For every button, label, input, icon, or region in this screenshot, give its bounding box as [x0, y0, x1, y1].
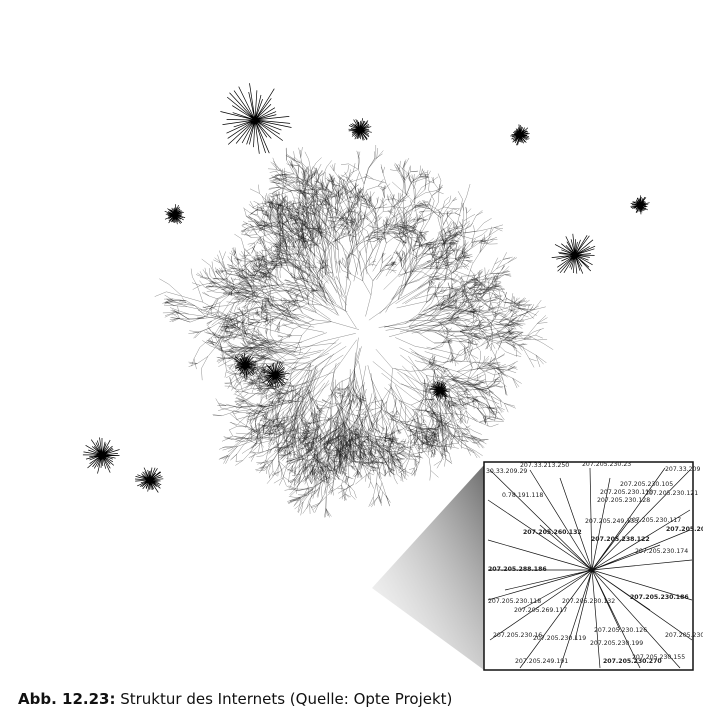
hub-cluster [134, 467, 164, 493]
hub-cluster [82, 437, 120, 474]
hub-cluster [429, 380, 450, 401]
ip-label: 30.33.209.29 [486, 468, 527, 475]
hub-cluster [551, 233, 596, 274]
ip-label: 207.205.230.16 [493, 632, 542, 639]
hub-cluster [630, 195, 650, 215]
hub-cluster [510, 124, 530, 146]
caption-text: Struktur des Internets (Quelle: Opte Pro… [120, 690, 453, 708]
ip-label: 207.33.209 [665, 466, 700, 473]
ip-label: 207.205.238.122 [591, 536, 650, 543]
ip-label: 207.205.249.191 [515, 658, 568, 665]
ip-label: 207.205.260.132 [523, 529, 582, 536]
ip-label: 207.205.230.155 [632, 654, 685, 661]
ip-label: 207.205.230.23 [582, 461, 631, 468]
ip-label: 207.205.209 [666, 526, 703, 533]
network-edges [154, 145, 554, 518]
ip-label: 207.205.249.133 [585, 518, 638, 525]
hub-cluster [348, 118, 372, 141]
ip-label: 207.205.230.174 [635, 548, 688, 555]
ip-label: 207.205.230.270 [603, 658, 662, 665]
ip-label: 207.205.288.186 [488, 566, 547, 573]
ip-label: 207.205.230.110 [600, 489, 653, 496]
ip-label: 207.205.230.132 [562, 598, 615, 605]
ip-label: 207.205.230.186 [630, 594, 689, 601]
network-graph [82, 83, 650, 518]
ip-label: 207.205.230.15 [665, 632, 703, 639]
ip-label: 207.205.230.118 [488, 598, 541, 605]
ip-label: 207.205.230.117 [628, 517, 681, 524]
inset-frame [483, 461, 694, 671]
ip-label: 207.33.213.250 [520, 462, 569, 469]
figure-caption: Abb. 12.23: Struktur des Internets (Quel… [18, 690, 452, 708]
inset-edges [487, 467, 693, 669]
ip-label: 207.205.230.199 [590, 640, 643, 647]
hub-cluster [164, 204, 186, 225]
hub-cluster [234, 352, 257, 379]
hub-cluster [261, 361, 290, 389]
inset-star-edges [487, 467, 693, 669]
hub-cluster [220, 83, 292, 154]
ip-label: 207.205.230.126 [594, 627, 647, 634]
ip-label: 207.205.269.117 [514, 607, 567, 614]
ip-label: 207.205.230.128 [597, 497, 650, 504]
caption-label: Abb. 12.23: [18, 690, 116, 708]
ip-label: 207.205.230.119 [533, 635, 586, 642]
ip-label: 0.78.191.118 [502, 492, 543, 499]
zoom-wedge [372, 465, 484, 670]
ip-label: 207.205.230.121 [645, 490, 698, 497]
ip-label: 207.205.230.105 [620, 481, 673, 488]
